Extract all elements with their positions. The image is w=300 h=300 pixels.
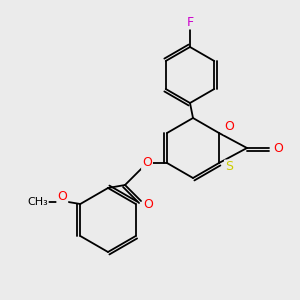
Text: O: O — [142, 157, 152, 169]
Text: S: S — [225, 160, 233, 173]
Text: O: O — [143, 197, 153, 211]
Text: CH₃: CH₃ — [27, 197, 48, 207]
Text: O: O — [273, 142, 283, 154]
Text: O: O — [57, 190, 67, 203]
Text: F: F — [186, 16, 194, 28]
Text: O: O — [224, 121, 234, 134]
